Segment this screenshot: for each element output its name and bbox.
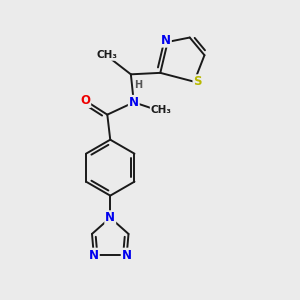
Text: N: N: [122, 249, 132, 262]
Text: O: O: [80, 94, 90, 107]
Text: CH₃: CH₃: [151, 105, 172, 115]
Text: S: S: [194, 75, 202, 88]
Text: CH₃: CH₃: [97, 50, 118, 60]
Text: N: N: [161, 34, 171, 47]
Text: H: H: [134, 80, 142, 90]
Text: N: N: [105, 211, 115, 224]
Text: N: N: [89, 249, 99, 262]
Text: N: N: [129, 96, 139, 109]
